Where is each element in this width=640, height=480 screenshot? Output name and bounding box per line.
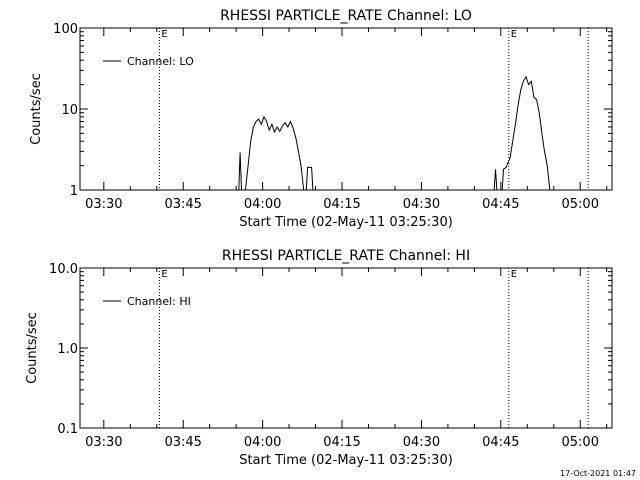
x-tick-label: 04:00 (244, 197, 281, 212)
y-axis-label: Counts/sec (25, 312, 40, 384)
legend-label: Channel: LO (127, 55, 194, 68)
event-marker-label: E (511, 269, 517, 280)
x-tick-label: 04:15 (323, 435, 360, 450)
x-tick-label: 04:00 (244, 435, 281, 450)
y-tick-label: 10 (61, 103, 78, 118)
event-marker-label: E (511, 29, 517, 40)
chart-title: RHESSI PARTICLE_RATE Channel: HI (222, 248, 470, 264)
lo-channel-plot: RHESSI PARTICLE_RATE Channel: LO 03:30 03:… (29, 8, 613, 230)
x-axis-label: Start Time (02-May-11 03:25:30) (239, 215, 453, 230)
chart-title: RHESSI PARTICLE_RATE Channel: LO (220, 8, 472, 24)
event-marker-label: E (161, 29, 167, 40)
x-tick-label: 05:00 (562, 435, 599, 450)
x-tick-label: 04:45 (482, 197, 519, 212)
footer-timestamp: 17-Oct-2021 01:47 (560, 469, 636, 478)
event-marker-label: E (161, 269, 167, 280)
x-axis-label: Start Time (02-May-11 03:25:30) (239, 453, 453, 468)
legend-label: Channel: HI (127, 295, 191, 308)
y-axis-label: Counts/sec (29, 73, 44, 145)
y-tick-label: 0.1 (57, 422, 78, 437)
x-tick-label: 05:00 (562, 197, 599, 212)
hi-channel-plot: RHESSI PARTICLE_RATE Channel: HI 03:30 03:… (25, 248, 613, 468)
x-tick-label: 04:45 (482, 435, 519, 450)
y-tick-label: 1 (70, 184, 78, 199)
series-line (238, 75, 551, 191)
x-tick-label: 03:45 (164, 197, 201, 212)
x-tick-label: 03:30 (85, 435, 122, 450)
x-tick-label: 04:30 (403, 435, 440, 450)
y-tick-label: 10.0 (49, 262, 78, 277)
x-tick-label: 03:30 (85, 197, 122, 212)
x-tick-label: 04:15 (323, 197, 360, 212)
x-tick-label: 04:30 (403, 197, 440, 212)
y-tick-label: 1.0 (57, 342, 78, 357)
x-tick-label: 03:45 (164, 435, 201, 450)
y-tick-label: 100 (53, 22, 78, 37)
